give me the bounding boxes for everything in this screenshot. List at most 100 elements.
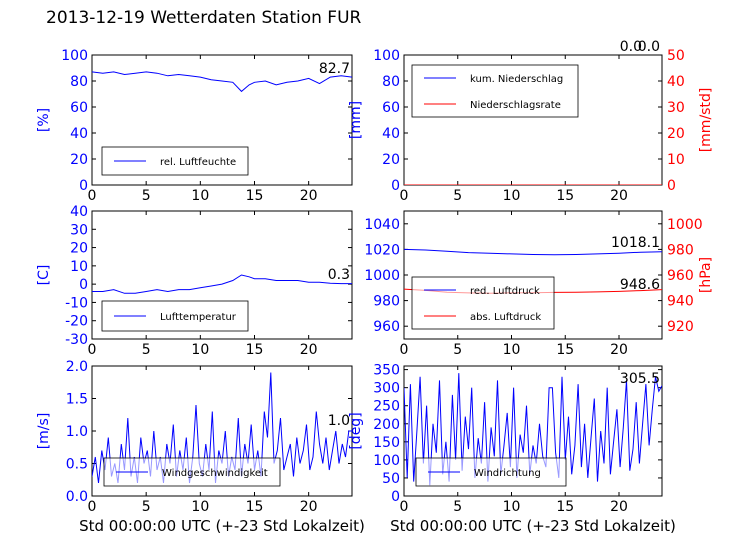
latest-value-2: 0.0 [620,39,642,55]
legend: rel. Luftfeuchte [101,146,249,176]
x-tick-label: 20 [300,499,318,515]
y-tick-label: 0.0 [66,489,88,505]
y-tick-label: 980 [373,294,400,310]
x-tick-label: 10 [503,499,521,515]
x-axis-label: Std 00:00:00 UTC (+-23 Std Lokalzeit) [390,517,676,535]
x-tick-label: 15 [246,188,264,204]
y-tick-label-right: 920 [667,319,694,335]
legend-label: Lufttemperatur [160,312,237,323]
y-tick-label: 60 [70,100,88,116]
series-line-1 [92,71,352,93]
x-tick-label: 10 [503,342,521,358]
x-tick-label: 0 [88,499,97,515]
y-tick-label: 20 [70,152,88,168]
y-tick-label: 40 [382,126,400,142]
y-tick-label-right: 20 [667,126,685,142]
y-tick-label: 50 [382,471,400,487]
y-tick-label: 80 [382,74,400,90]
y-tick-label: 100 [373,48,400,64]
y-tick-label: 350 [373,363,400,379]
y-tick-label: 30 [70,222,88,238]
y-tick-label: 100 [61,48,88,64]
series-line-1 [404,248,662,256]
y-tick-label-right: 40 [667,74,685,90]
chart-panel-3: 0 5 10 15 20 -30 -20 -10 0 10 20 30 40 [C] Lufttempera… [36,204,353,358]
legend: Windrichtung [415,457,567,487]
y-tick-label: -20 [65,314,88,330]
chart-panel-1: 0 5 10 15 20 0 20 40 60 80 100 [%] rel. Luftfeuchte 8… [36,48,353,204]
y-tick-label: 2.0 [66,359,88,375]
y-tick-label: 1020 [364,242,400,258]
y-tick-label: 20 [70,241,88,257]
y-axis-label-right: [mm/std] [698,88,714,153]
x-tick-label: 0 [400,499,409,515]
legend: red. Luftdruck abs. Luftdruck [411,276,555,330]
y-tick-label-right: 10 [667,152,685,168]
y-tick-label-right: 940 [667,294,694,310]
y-tick-label: 40 [70,204,88,220]
y-tick-label: 0 [79,277,88,293]
latest-value: 0.0 [638,39,660,55]
y-tick-label: -10 [65,295,88,311]
x-tick-label: 5 [142,499,151,515]
y-tick-label: 0 [79,178,88,194]
x-tick-label: 20 [300,188,318,204]
legend-box [411,276,555,330]
latest-value: 0.3 [328,267,350,283]
y-tick-label-right: 1000 [667,217,703,233]
y-tick-label: 0 [391,489,400,505]
x-tick-label: 0 [400,342,409,358]
x-tick-label: 5 [142,188,151,204]
x-tick-label: 0 [400,188,409,204]
figure-title: 2013-12-19 Wetterdaten Station FUR [46,8,362,28]
latest-value: 1.0 [328,413,350,429]
y-tick-label: 300 [373,381,400,397]
x-tick-label: 5 [453,499,462,515]
x-tick-label: 5 [453,342,462,358]
y-tick-label: 0 [391,178,400,194]
x-tick-label: 15 [556,188,574,204]
y-tick-label-right: 30 [667,100,685,116]
y-tick-label-right: 50 [667,48,685,64]
y-tick-label-right: 960 [667,268,694,284]
y-tick-label: 960 [373,319,400,335]
x-tick-label: 10 [191,499,209,515]
y-axis-label: [m/s] [36,413,52,450]
legend-label: Niederschlagsrate [470,100,561,111]
x-tick-label: 20 [610,499,628,515]
x-tick-label: 10 [191,188,209,204]
y-tick-label: 1.5 [66,392,88,408]
x-tick-label: 20 [300,342,318,358]
y-tick-label-right: 980 [667,242,694,258]
y-tick-label: 60 [382,100,400,116]
y-tick-label: 250 [373,399,400,415]
series-line-1 [92,274,352,294]
y-tick-label: 20 [382,152,400,168]
y-tick-label: 0.5 [66,457,88,473]
x-tick-label: 5 [453,188,462,204]
x-tick-label: 20 [610,188,628,204]
chart-panel-5: 0 5 10 15 20 0.0 0.5 1.0 1.5 2.0 [m/s] Std 00:00:00… [36,359,365,535]
latest-value: 82.7 [319,61,350,77]
x-tick-label: 5 [142,342,151,358]
y-tick-label: 80 [70,74,88,90]
x-tick-label: 15 [246,342,264,358]
x-tick-label: 15 [556,499,574,515]
x-axis-label: Std 00:00:00 UTC (+-23 Std Lokalzeit) [79,517,365,535]
x-tick-label: 10 [191,342,209,358]
y-tick-label: 1000 [364,268,400,284]
chart-panel-2: 0 5 10 15 20 0 20 40 60 80 100 [mm] 0 10 20 30 40 50 [mm/s… [348,39,714,204]
y-axis-label: [mm] [348,101,364,139]
y-tick-label: 1.0 [66,424,88,440]
x-tick-label: 0 [88,342,97,358]
x-tick-label: 20 [610,342,628,358]
latest-value: 305.5 [620,371,660,387]
y-tick-label: 200 [373,417,400,433]
legend: kum. Niederschlag Niederschlagsrate [411,64,579,118]
legend-label: Windgeschwindigkeit [162,468,268,479]
y-axis-label-right: [hPa] [698,257,714,293]
x-tick-label: 0 [88,188,97,204]
